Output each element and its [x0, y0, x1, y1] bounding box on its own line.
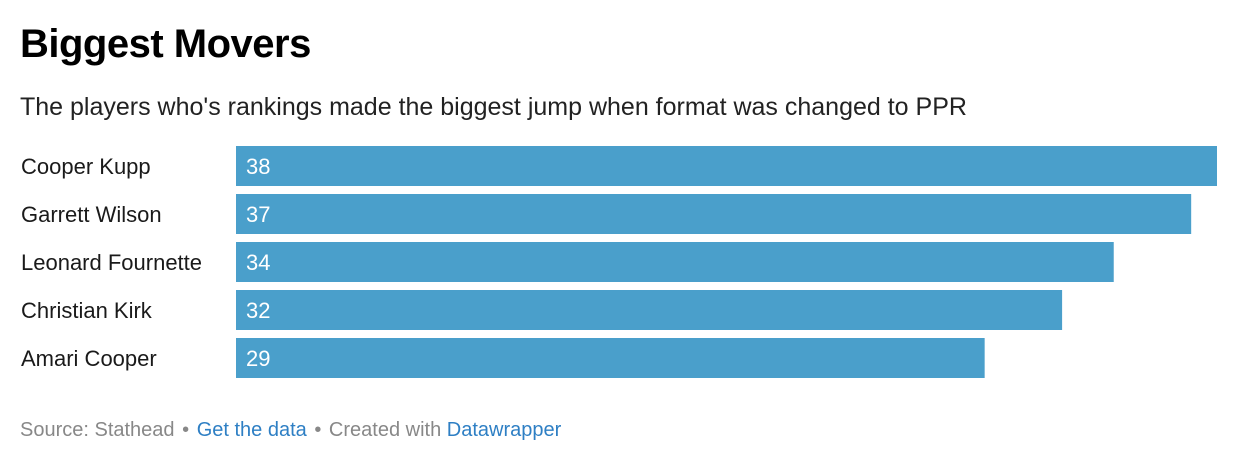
bar-row: Christian Kirk 32 [21, 290, 1063, 330]
footer-separator: • [314, 419, 322, 441]
chart-footer: Source: Stathead • Get the data • Create… [20, 419, 561, 442]
bar [236, 290, 1063, 330]
bar [236, 242, 1114, 282]
value-label: 29 [246, 346, 270, 371]
bar-row: Garrett Wilson 37 [21, 194, 1192, 234]
bar-row: Leonard Fournette 34 [21, 242, 1114, 282]
bar-row: Cooper Kupp 38 [21, 146, 1217, 186]
value-label: 37 [246, 202, 270, 227]
chart-subtitle: The players who's rankings made the bigg… [20, 93, 967, 121]
get-data-link[interactable]: Get the data [196, 419, 307, 441]
bar [236, 338, 985, 378]
created-with-text: Created with [328, 419, 442, 441]
footer-separator: • [182, 419, 190, 441]
category-label: Garrett Wilson [21, 202, 162, 227]
category-label: Amari Cooper [21, 346, 157, 371]
bar-chart: Cooper Kupp 38 Garrett Wilson 37 Leonard Fou… [21, 146, 1217, 378]
bar [236, 146, 1217, 186]
bar [236, 194, 1192, 234]
bar-row: Amari Cooper 29 [21, 338, 985, 378]
datawrapper-link[interactable]: Datawrapper [446, 419, 562, 441]
value-label: 32 [246, 298, 270, 323]
value-label: 34 [246, 250, 270, 275]
category-label: Leonard Fournette [21, 250, 202, 275]
chart-title: Biggest Movers [20, 22, 311, 66]
source-text: Source: Stathead [20, 419, 175, 441]
value-label: 38 [246, 154, 270, 179]
category-label: Christian Kirk [21, 298, 153, 323]
category-label: Cooper Kupp [21, 154, 151, 179]
